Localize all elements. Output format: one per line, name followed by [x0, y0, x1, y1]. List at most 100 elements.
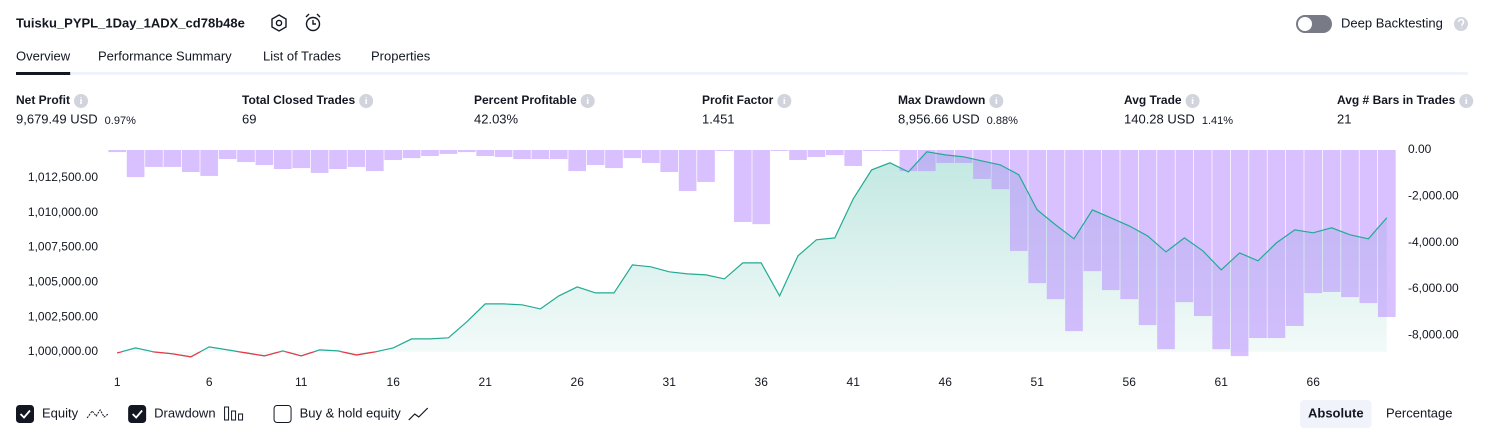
checkbox[interactable] [16, 405, 34, 423]
drawdown-bar [1249, 150, 1267, 339]
drawdown-bar [844, 150, 863, 166]
metric-label: Net Profit [16, 93, 70, 107]
drawdown-bar [126, 150, 145, 178]
drawdown-bar [807, 150, 826, 157]
y-tick-label: 1,007,500.00 [28, 240, 98, 254]
checkmark [19, 409, 31, 419]
metric-value: 1.451 [702, 111, 735, 126]
drawdown-bar [825, 150, 844, 156]
y2-tick-label: -2,000.00 [1408, 188, 1459, 202]
x-tick-label: 51 [1031, 375, 1045, 389]
metric-label: Avg Trade [1124, 93, 1182, 107]
metric-value: 8,956.66 USD [898, 111, 980, 126]
y-tick-label: 1,002,500.00 [28, 309, 98, 323]
equity-line [117, 151, 1388, 358]
view-button[interactable]: Absolute [1308, 405, 1364, 420]
drawdown-bar [1341, 150, 1359, 298]
x-tick-label: 41 [847, 375, 861, 389]
drawdown-bar [513, 150, 531, 160]
drawdown-bar [881, 150, 899, 151]
x-tick-label: 6 [206, 375, 213, 389]
drawdown-bar [770, 150, 789, 151]
drawdown-bar [310, 150, 329, 173]
x-tick-label: 31 [663, 375, 677, 389]
y-tick-label: 1,005,000.00 [28, 274, 98, 288]
drawdown-bar [1285, 150, 1304, 326]
toggle-label[interactable]: Deep Backtesting [1341, 15, 1443, 30]
x-tick-label: 56 [1123, 375, 1137, 389]
drawdown-bar [917, 150, 936, 172]
metric-percent: 0.97% [105, 115, 136, 127]
x-tick-label: 26 [571, 375, 585, 389]
drawdown-bar [365, 150, 384, 172]
drawdown-bar [457, 150, 476, 153]
tab-underline [16, 72, 71, 75]
x-tick-label: 21 [479, 375, 493, 389]
metric-label: Avg # Bars in Trades [1337, 93, 1456, 107]
metric-label: Total Closed Trades [242, 93, 355, 107]
help-icon[interactable] [1454, 17, 1468, 31]
drawdown-bar [715, 150, 734, 151]
chart: 1,000,000.00 1,002,500.00 1,005,000.00 1,00… [28, 142, 1459, 389]
drawdown-bar [145, 150, 163, 167]
legend-label[interactable]: Drawdown [154, 405, 215, 420]
drawdown-bar [1175, 150, 1194, 303]
drawdown-bar [292, 150, 311, 169]
alert-icon[interactable] [305, 13, 321, 32]
metric-value: 140.28 USD [1124, 111, 1195, 126]
checkmark [132, 409, 143, 419]
drawdown-bar [402, 150, 421, 159]
drawdown-bar [1212, 150, 1231, 350]
drawdown-bar [789, 150, 807, 160]
settings-icon[interactable] [271, 14, 287, 32]
tab[interactable]: Performance Summary [98, 48, 232, 63]
drawdown-bar [1322, 150, 1341, 292]
drawdown-bar [1120, 150, 1139, 300]
drawdown-bar [991, 150, 1010, 190]
buy-hold-icon [408, 407, 429, 421]
y2-tick-label: -8,000.00 [1408, 327, 1459, 341]
drawdown-icon [224, 406, 244, 421]
equity-icon [86, 409, 109, 419]
drawdown-bar [1009, 150, 1028, 251]
drawdown-bar [181, 150, 200, 172]
drawdown-bar [200, 150, 219, 176]
drawdown-bar [660, 150, 679, 172]
metric-percent: 0.88% [987, 115, 1018, 127]
drawdown-bar [1193, 150, 1212, 317]
drawdown-bar [586, 150, 605, 166]
drawdown-bar [641, 150, 660, 163]
drawdown-bar [1028, 150, 1047, 284]
drawdown-bar [899, 150, 918, 172]
drawdown-bar [384, 150, 403, 160]
toggle-knob [1298, 17, 1312, 31]
drawdown-bar [329, 150, 347, 169]
drawdown-bar [439, 150, 458, 154]
drawdown-bar [494, 150, 513, 157]
drawdown-bar [605, 150, 623, 169]
legend-label[interactable]: Buy & hold equity [300, 405, 402, 420]
view-button[interactable]: Percentage [1386, 405, 1453, 420]
help-glyph [1457, 18, 1465, 29]
metric-value: 42.03% [474, 111, 519, 126]
x-tick-label: 11 [295, 375, 308, 389]
tab[interactable]: List of Trades [263, 48, 342, 63]
y-tick-label: 1,000,000.00 [28, 344, 98, 358]
y2-tick-label: -6,000.00 [1408, 281, 1459, 295]
drawdown-bar [273, 150, 292, 169]
y-tick-label: 1,012,500.00 [28, 170, 98, 184]
tab[interactable]: Properties [371, 48, 431, 63]
tab[interactable]: Overview [16, 48, 71, 63]
metric-value: 21 [1337, 111, 1351, 126]
drawdown-bar [1101, 150, 1120, 291]
metric-label: Max Drawdown [898, 93, 985, 107]
checkbox[interactable] [128, 405, 147, 423]
checkbox[interactable] [273, 405, 292, 423]
drawdown-bar [218, 150, 237, 160]
drawdown-bar [1359, 150, 1378, 304]
metric-percent: 1.41% [1202, 115, 1233, 127]
metric-value: 69 [242, 111, 256, 126]
y2-tick-label: -4,000.00 [1408, 235, 1459, 249]
legend-label[interactable]: Equity [42, 405, 79, 420]
